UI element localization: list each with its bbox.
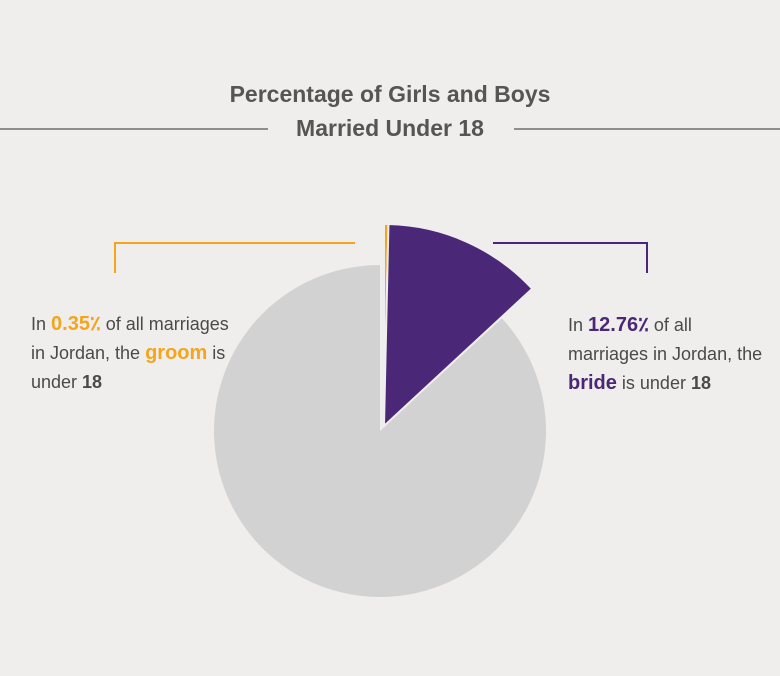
groom-keyword: groom — [145, 342, 208, 364]
pie-slices — [214, 222, 547, 597]
bride-callout-mid: of all marriages in Jordan, the — [568, 315, 763, 364]
bride-callout-suffix: is under — [616, 373, 691, 393]
chart-title-row2: Married Under 18 — [0, 112, 780, 146]
groom-callout-suffix: is under — [31, 343, 226, 392]
groom-leader-line — [114, 242, 355, 273]
chart-title: Percentage of Girls and Boys Married Und… — [0, 78, 780, 146]
bride-age: 18 — [690, 373, 711, 393]
groom-percentage: 0.35٪ — [51, 313, 101, 335]
pie-slice-other — [214, 265, 547, 597]
pie-slice-bride — [382, 223, 534, 429]
title-rule-left — [0, 128, 268, 130]
chart-title-line1: Percentage of Girls and Boys — [229, 81, 551, 107]
groom-callout: In 0.35٪ of all marriages in Jordan, the… — [31, 310, 231, 397]
bride-callout: In 12.76٪ of all marriages in Jordan, th… — [568, 311, 768, 398]
groom-age: 18 — [82, 372, 103, 392]
bride-leader-line — [493, 242, 648, 273]
bride-percentage: 12.76٪ — [588, 314, 649, 336]
chart-title-line2: Married Under 18 — [296, 115, 484, 141]
title-rule-right — [514, 128, 780, 130]
groom-callout-mid: of all marriages in Jordan, the — [31, 314, 229, 363]
groom-callout-prefix: In — [31, 314, 52, 334]
bride-keyword: bride — [568, 372, 617, 394]
bride-callout-prefix: In — [568, 315, 589, 335]
